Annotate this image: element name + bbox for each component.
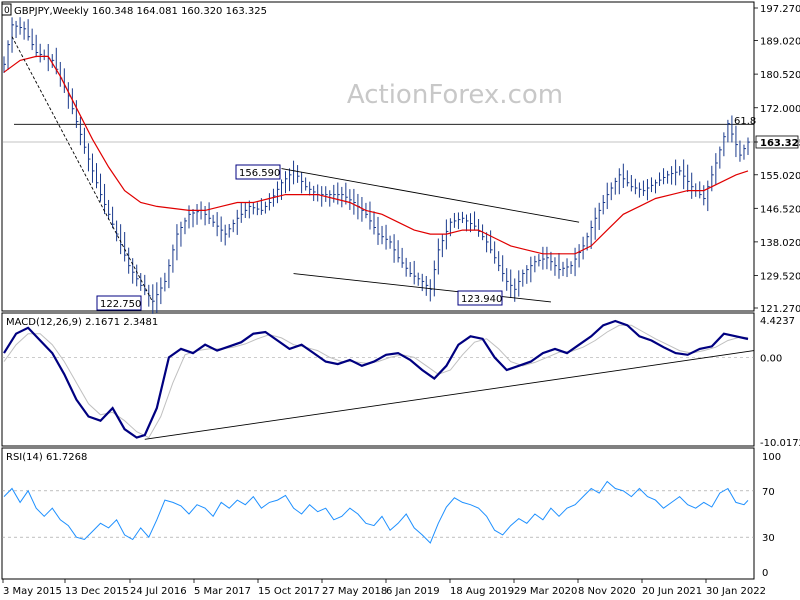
x-tick-label: 30 Jan 2022 [706, 586, 766, 597]
rsi-line [3, 480, 749, 544]
x-tick-label: 20 Jun 2021 [642, 586, 702, 597]
price-tick-label: 189.020 [760, 37, 800, 48]
x-tick-label: 6 Jan 2019 [386, 586, 440, 597]
price-bars [3, 17, 750, 314]
macd-title: MACD(12,26,9) 2.1671 2.3481 [6, 317, 158, 328]
annotation-122750: 122.750 [96, 295, 142, 311]
symbol-title: GBPJPY,Weekly [14, 6, 89, 17]
rsi-tick-label: 0 [762, 568, 768, 579]
watermark: ActionForex.com [347, 80, 563, 110]
annotation-122750-label: 122.750 [100, 299, 141, 310]
macd-trendline [144, 350, 755, 440]
annotation-123940: 123.940 [457, 290, 503, 306]
price-grid [2, 123, 754, 143]
price-tick-label: 197.270 [760, 4, 800, 15]
price-tick-label: 172.000 [760, 104, 800, 115]
moving-average-line [3, 55, 749, 255]
macd-tick-label: 4.4237 [760, 316, 795, 327]
price-tick-label: 146.520 [760, 204, 800, 215]
price-tick-label: 138.020 [760, 238, 800, 249]
trendline-upper-channel [281, 168, 580, 223]
x-tick-label: 27 May 2018 [322, 586, 387, 597]
price-tick-label: 129.520 [760, 271, 800, 282]
rsi-title: RSI(14) 61.7268 [6, 452, 87, 463]
trendline-lower-channel [293, 273, 551, 303]
price-pane [1, 1, 755, 312]
x-tick-label: 24 Jul 2016 [130, 586, 187, 597]
price-axis: 197.270 189.020 180.520 172.000 163.325 155.0… [754, 4, 800, 315]
ohlc-values: 160.348 164.081 160.320 163.325 [92, 6, 267, 17]
macd-line [3, 319, 749, 439]
symbol-box-label: 0 [4, 6, 10, 16]
x-tick-label: 29 Mar 2020 [514, 586, 577, 597]
x-tick-label: 13 Dec 2015 [65, 586, 129, 597]
price-lines [3, 36, 749, 303]
x-axis: 3 May 2015 13 Dec 2015 24 Jul 2016 5 Mar 20… [2, 579, 766, 597]
price-tick-label: 180.520 [760, 70, 800, 81]
x-tick-label: 8 Nov 2020 [578, 586, 636, 597]
macd-pane [1, 312, 755, 447]
x-tick-label: 18 Aug 2019 [450, 586, 514, 597]
macd-tick-label: 0.00 [760, 353, 782, 364]
annotation-123940-label: 123.940 [461, 294, 502, 305]
annotation-156590: 156.590 [235, 164, 281, 180]
price-tick-label: 155.020 [760, 171, 800, 182]
symbol-box[interactable] [1, 3, 12, 16]
rsi-tick-label: 100 [762, 452, 781, 463]
annotation-156590-label: 156.590 [239, 168, 280, 179]
rsi-group: 100 70 30 0 [2, 452, 781, 579]
x-tick-label: 15 Oct 2017 [258, 586, 320, 597]
rsi-tick-label: 70 [762, 487, 775, 498]
x-tick-label: 5 Mar 2017 [194, 586, 251, 597]
x-tick-label: 3 May 2015 [3, 586, 62, 597]
fib-label: 61.8 [734, 116, 756, 127]
trendline-decline [11, 36, 154, 303]
rsi-pane [1, 447, 755, 580]
rsi-tick-label: 30 [762, 533, 775, 544]
price-tick-label: 163.325 [760, 138, 800, 149]
price-tick-label: 121.270 [760, 304, 800, 315]
